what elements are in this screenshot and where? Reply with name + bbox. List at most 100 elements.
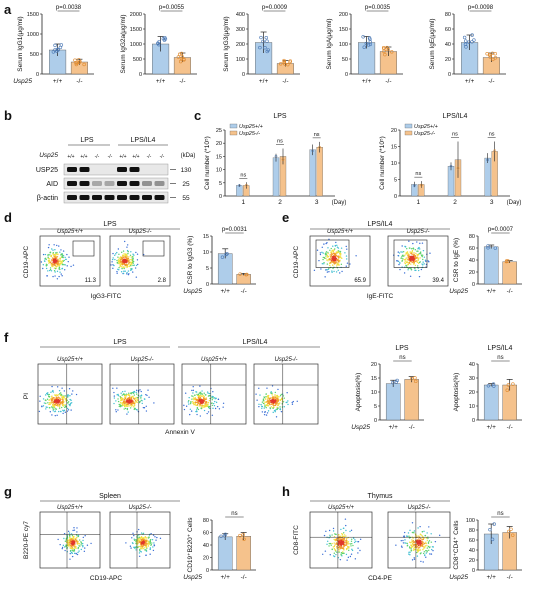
flow-event <box>265 414 268 416</box>
flow-event <box>430 533 432 535</box>
flow-event <box>199 404 202 407</box>
flow-event <box>67 409 70 411</box>
flow-event <box>416 545 418 548</box>
data-point <box>412 184 416 187</box>
flow-event <box>118 405 121 408</box>
flow-event <box>432 549 434 552</box>
flow-event <box>272 406 275 408</box>
flow-event <box>44 253 47 256</box>
flow-event <box>76 531 78 533</box>
flow-event <box>77 542 79 544</box>
flow-event <box>404 542 406 544</box>
flow-event <box>331 542 333 545</box>
flow-event <box>55 260 58 262</box>
flow-event <box>129 254 132 256</box>
flow-event <box>206 412 208 415</box>
flow-event <box>416 541 418 543</box>
flow-event <box>40 261 43 263</box>
flow-event <box>69 552 71 555</box>
flow-event <box>421 531 424 533</box>
flow-event <box>45 402 47 405</box>
flow-event <box>56 414 58 417</box>
flow-genotype-label: Usp25-/- <box>128 229 151 235</box>
flow-event <box>148 396 150 398</box>
flow-event <box>279 406 281 408</box>
flow-event <box>427 537 429 539</box>
blot-genotype-label: +/+ <box>119 154 126 160</box>
flow-event <box>407 257 410 259</box>
flow-event <box>203 406 205 408</box>
flow-event <box>119 256 122 258</box>
flow-event <box>71 534 74 537</box>
flow-event <box>54 271 56 273</box>
y-tick-label: 10 <box>371 390 377 396</box>
flow-event <box>397 251 399 253</box>
flow-event <box>336 244 338 247</box>
flow-event <box>118 253 120 256</box>
flow-event <box>119 404 121 406</box>
flow-event <box>57 253 59 255</box>
flow-event <box>264 404 266 406</box>
flow-event <box>63 269 66 271</box>
flow-event <box>347 541 350 543</box>
wt-bar <box>447 166 455 197</box>
flow-event <box>321 251 323 254</box>
flow-event <box>53 269 56 272</box>
blot-band <box>129 167 140 172</box>
flow-event <box>187 401 190 403</box>
flow-event <box>65 545 67 547</box>
flow-event <box>420 560 422 563</box>
flow-event <box>204 394 206 396</box>
flow-event <box>66 402 69 404</box>
data-point <box>58 45 63 50</box>
flow-event <box>403 255 405 257</box>
flow-event <box>402 251 405 253</box>
ko-genotype-label: -/- <box>241 288 247 295</box>
flow-event <box>63 546 66 548</box>
flow-event <box>419 553 422 555</box>
flow-event <box>48 407 51 409</box>
flow-event <box>327 258 330 261</box>
flow-event <box>337 251 339 253</box>
flow-event <box>334 544 336 546</box>
data-point <box>179 51 184 56</box>
flow-event <box>61 260 64 262</box>
flow-event <box>64 403 66 406</box>
flow-event <box>404 254 406 256</box>
flow-event <box>61 263 64 266</box>
flow-event <box>407 259 409 261</box>
y-tick-label: 15 <box>216 154 222 160</box>
y-tick-label: 0 <box>219 194 222 200</box>
flow-event <box>200 407 203 410</box>
flow-event <box>54 414 56 417</box>
flow-event <box>136 253 139 255</box>
flow-event <box>326 540 329 542</box>
flow-event <box>59 262 61 264</box>
p-value-label: p=0.0031 <box>222 227 248 233</box>
flow-event <box>130 251 132 253</box>
flow-gate <box>72 240 95 257</box>
flow-event <box>321 246 323 248</box>
blot-band <box>154 181 165 186</box>
flow-event <box>129 392 132 394</box>
flow-event <box>425 552 427 554</box>
flow-event <box>402 542 405 544</box>
flow-event <box>275 416 278 418</box>
flow-event <box>261 401 264 403</box>
flow-event <box>59 271 61 273</box>
data-point <box>511 533 515 537</box>
flow-event <box>62 256 64 259</box>
flow-event <box>118 266 120 269</box>
flow-event <box>140 551 142 553</box>
flow-event <box>140 542 143 545</box>
flow-event <box>59 259 61 261</box>
blot-band <box>142 181 152 186</box>
flow-event <box>411 546 413 548</box>
flow-event <box>131 268 133 270</box>
flow-event <box>199 391 202 394</box>
flow-event <box>127 250 129 253</box>
flow-event <box>414 255 417 258</box>
flow-event <box>279 408 281 410</box>
blot-genotype-label: +/+ <box>132 154 139 160</box>
flow-event <box>130 265 132 267</box>
